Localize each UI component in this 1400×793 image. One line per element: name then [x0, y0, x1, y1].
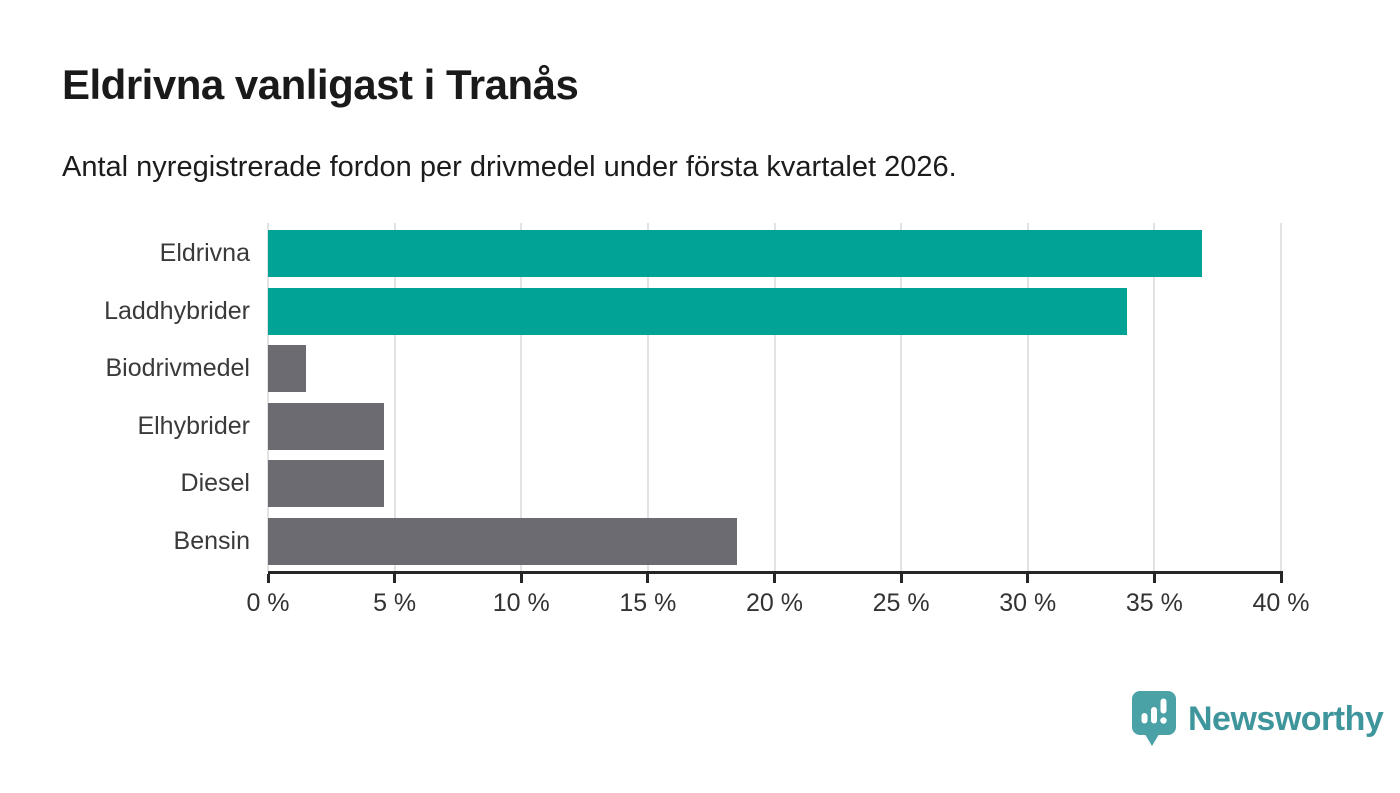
x-axis-tick-25: [899, 574, 903, 583]
newsworthy-pin-barchart-icon: [1132, 691, 1176, 746]
gridline-x-0: [267, 223, 269, 571]
category-label-diesel: Diesel: [180, 469, 250, 497]
bar-laddhybrider: [268, 288, 1127, 335]
x-axis-tick-0: [266, 574, 270, 583]
x-axis-tick-label-0: 0 %: [246, 589, 290, 617]
category-label-eldrivna: Eldrivna: [159, 239, 250, 267]
x-axis-tick-label-10: 10 %: [492, 589, 550, 617]
newsworthy-logo-text: Newsworthy: [1188, 699, 1384, 738]
bar-bensin: [268, 518, 737, 565]
gridline-x-25: [900, 223, 903, 571]
chart-title: Eldrivna vanligast i Tranås: [62, 61, 579, 108]
x-axis-tick-label-20: 20 %: [746, 589, 803, 617]
x-axis-tick-label-40: 40 %: [1252, 589, 1310, 617]
category-label-biodrivmedel: Biodrivmedel: [105, 354, 250, 382]
gridline-x-20: [773, 223, 776, 571]
category-label-bensin: Bensin: [173, 527, 250, 555]
bar-elhybrider: [268, 403, 385, 450]
x-axis-line: [268, 571, 1283, 574]
bar-biodrivmedel: [268, 345, 306, 392]
x-axis-tick-10: [519, 574, 523, 583]
bar-diesel: [268, 460, 385, 507]
x-axis-tick-label-30: 30 %: [999, 589, 1057, 617]
bar-eldrivna: [268, 230, 1203, 277]
x-axis-tick-15: [646, 574, 650, 583]
x-axis-tick-label-15: 15 %: [619, 589, 677, 617]
category-label-elhybrider: Elhybrider: [137, 412, 250, 440]
x-axis-tick-35: [1152, 574, 1156, 583]
x-axis-tick-5: [393, 574, 397, 583]
x-axis-tick-30: [1026, 574, 1030, 583]
x-axis-tick-label-25: 25 %: [872, 589, 930, 617]
x-axis-tick-label-35: 35 %: [1125, 589, 1183, 617]
gridline-x-5: [393, 223, 396, 571]
x-axis-tick-20: [773, 574, 776, 583]
gridline-x-10: [520, 223, 523, 571]
x-axis-tick-label-5: 5 %: [373, 589, 417, 617]
plot-area: Eldrivna Laddhybrider Biodrivmedel Elhybrid…: [104, 223, 1309, 617]
gridline-x-40: [1280, 223, 1282, 571]
gridline-x-15: [646, 223, 649, 571]
chart-subtitle: Antal nyregistrerade fordon per drivmede…: [62, 151, 957, 183]
gridline-x-35: [1153, 223, 1156, 571]
newsworthy-logo: Newsworthy: [1131, 690, 1384, 748]
gridline-x-30: [1026, 223, 1029, 571]
x-axis-tick-40: [1279, 574, 1283, 583]
category-label-laddhybrider: Laddhybrider: [104, 297, 250, 325]
